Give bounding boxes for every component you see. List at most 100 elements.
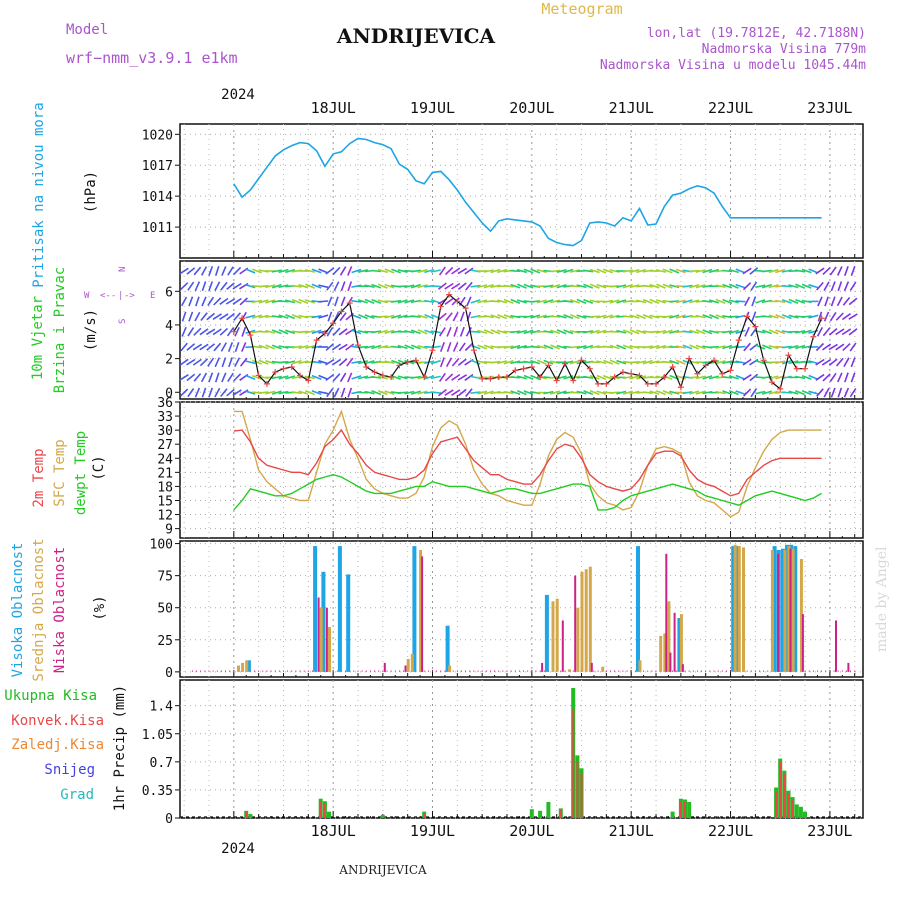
wind-barb [285, 313, 296, 320]
wind-barb [675, 359, 686, 365]
wind-barb [291, 359, 302, 365]
wind-barb [371, 298, 382, 304]
cloud-bar [319, 607, 323, 672]
bottom-day-label: 23JUL [807, 822, 852, 840]
wind-barb [715, 314, 726, 319]
wind-barb [234, 342, 240, 352]
station-title: ANDRIJEVICA [336, 24, 496, 48]
wind-barb [304, 269, 316, 273]
cloud-bar [636, 546, 640, 672]
wind-barb [251, 299, 263, 304]
wind-barb [470, 314, 481, 319]
wind-barb [245, 329, 256, 334]
cloud-bar [735, 546, 740, 672]
wind-barb [503, 391, 514, 395]
top-day-label: 23JUL [807, 99, 852, 117]
wind-barb [298, 390, 309, 395]
wind-barb [325, 358, 335, 366]
wind-barb [750, 387, 758, 398]
wind-barb [291, 345, 302, 349]
wind-gust-mark [396, 362, 403, 369]
wind-barb [781, 298, 792, 304]
wind-barb [523, 283, 534, 289]
wind-barb [227, 266, 234, 276]
wind-barb [318, 268, 329, 274]
wind-barb [550, 344, 561, 350]
wind-barb [629, 329, 640, 335]
wind-barb [815, 267, 825, 275]
wind-gust-mark [479, 375, 486, 382]
wind-gust-mark [810, 333, 817, 340]
wind-barb [298, 283, 309, 289]
wind-barb [181, 326, 187, 337]
wind-barb [761, 390, 772, 395]
wind-barb [768, 268, 779, 274]
y-tick-label: 18 [157, 480, 173, 495]
cloud-bar [321, 571, 326, 672]
wind-barb [596, 283, 607, 289]
wind-gust-mark [495, 374, 502, 381]
wind-barb [751, 311, 757, 322]
wind-barb [642, 284, 653, 288]
wind-gust-mark [429, 347, 436, 354]
wind-barb [417, 344, 428, 350]
wind-barb [530, 359, 541, 365]
wind-barb [695, 269, 706, 273]
wind-barb [569, 345, 580, 349]
wind-barb [241, 342, 247, 352]
wind-gust-mark [230, 328, 237, 335]
wind-barb [311, 329, 322, 335]
top-day-label: 21JUL [609, 99, 654, 117]
wind-barb [722, 298, 733, 304]
panel-frame [179, 123, 864, 259]
wind-barb [384, 390, 395, 395]
cloud-bar [665, 553, 668, 672]
wind-barb [550, 269, 561, 273]
wind-barb [278, 314, 289, 319]
wind-barb [351, 300, 362, 303]
wind-barb [497, 313, 508, 320]
wind-barb [477, 329, 488, 334]
wind-barb [278, 329, 289, 335]
wind-barb [823, 311, 830, 322]
wind-barb [609, 314, 620, 319]
wind-barb [817, 296, 823, 307]
y-tick-label: 75 [157, 570, 173, 585]
wind-barb [340, 296, 346, 307]
wind-barb [371, 269, 382, 273]
wind-barb [305, 283, 315, 289]
wind-barb [220, 342, 227, 352]
wind-barb [808, 374, 819, 381]
wind-barb [326, 388, 334, 398]
wind-barb [265, 284, 276, 289]
wind-barb [708, 329, 719, 334]
precip-bar [679, 802, 682, 818]
wind-barb [220, 388, 228, 398]
wind-barb [702, 329, 713, 335]
wind-barb [214, 357, 221, 368]
wind-barb [391, 374, 401, 380]
wind-barb [589, 315, 600, 318]
wind-barb [245, 284, 256, 289]
wind-barb [569, 299, 580, 304]
precip-bar [580, 773, 583, 818]
precip-bar [670, 811, 675, 818]
wind-barb [510, 376, 521, 379]
wind-barb [755, 284, 766, 288]
wind-barb [410, 283, 421, 289]
wind-barb [828, 358, 838, 366]
wind-gust-mark [628, 370, 635, 377]
wind-barb [775, 299, 786, 304]
wind-barb [357, 269, 368, 273]
wind-barb [602, 345, 614, 349]
wind-barb [439, 342, 445, 352]
wind-barb [430, 269, 441, 273]
wind-barb [795, 283, 806, 289]
wind-barb [327, 311, 333, 322]
wind-barb [603, 268, 613, 274]
wind-barb [702, 300, 713, 303]
wind-barb [636, 268, 647, 274]
wind-barb [550, 299, 561, 304]
temp-title-1: 2m Temp [31, 448, 47, 507]
y-tick-label: 1.05 [142, 728, 173, 743]
